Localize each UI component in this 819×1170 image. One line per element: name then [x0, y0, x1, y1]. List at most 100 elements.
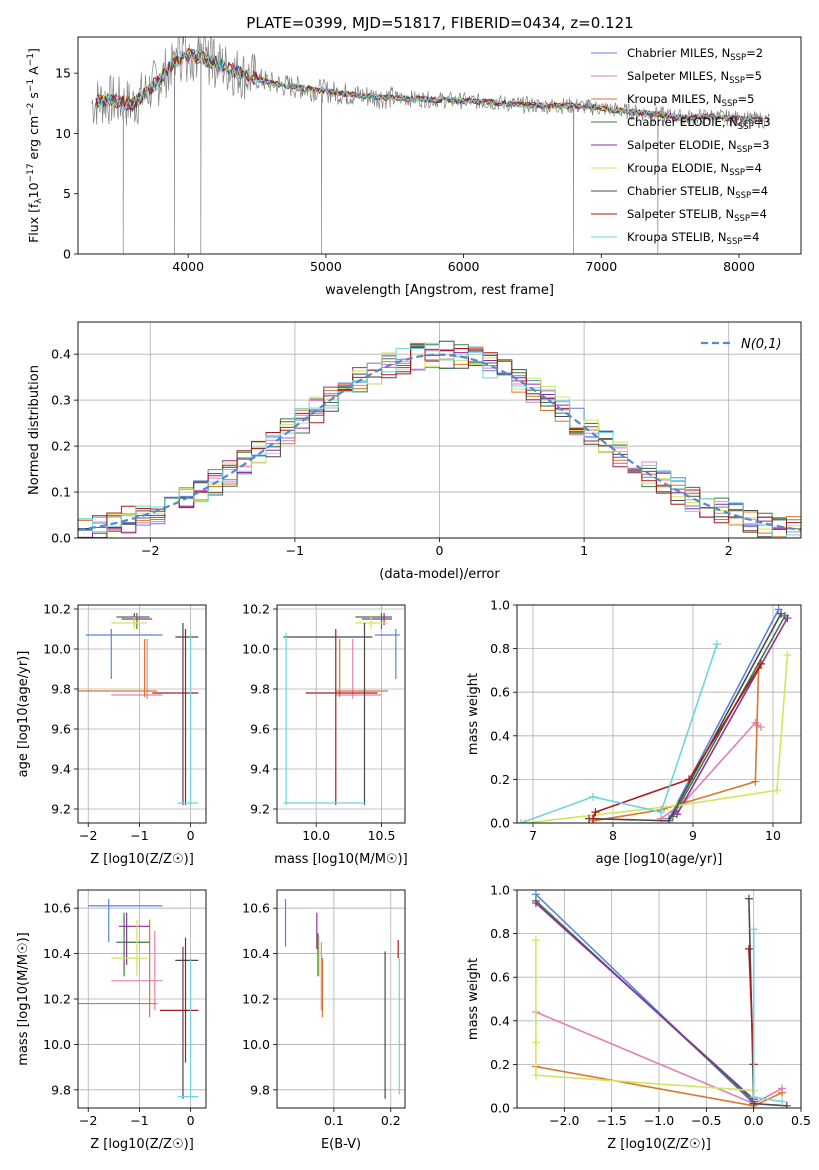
y-tick-label: 0: [63, 247, 71, 262]
mass-vs-ebv-panel: 0.1 0.2 9.8 10.0 10.2 10.4 10.6 E(B-V): [242, 889, 406, 1152]
y-tick-label: 5: [63, 186, 71, 201]
axes-frame: [77, 889, 207, 1109]
mass-vs-Z-panel: −2 −1 0 9.8 10.0 10.2 10.4 10.6 Z [log10(Z/Z☉)] m…: [16, 889, 207, 1152]
normal-curve: [78, 353, 801, 531]
x-tick-label: 0: [436, 543, 444, 558]
axes-frame: [77, 604, 207, 824]
legend-entry: Salpeter STELIB, NSSP=4: [627, 207, 767, 224]
y-tick-label: 10.4: [43, 946, 71, 961]
weight-series-line: [520, 643, 718, 823]
y-tick-label: 0.4: [490, 1013, 510, 1028]
y-tick-label: 10.4: [242, 946, 270, 961]
weight-point-marker: [782, 1101, 791, 1108]
weight-point-marker: [778, 1088, 787, 1097]
weight-point-marker: [783, 614, 792, 623]
observed-spectrum-line: [91, 37, 770, 254]
y-tick-label: 10.2: [43, 992, 71, 1007]
x-axis-label: wavelength [Angstrom, rest frame]: [325, 283, 554, 298]
y-tick-label: 9.8: [51, 682, 71, 697]
x-tick-label: −1.5: [596, 1113, 626, 1128]
weight-point-marker: [531, 1038, 540, 1047]
y-tick-label: 1.0: [490, 598, 510, 613]
y-tick-label: 15: [55, 66, 71, 81]
weight-series-line: [524, 655, 789, 823]
weight-point-marker: [531, 936, 540, 945]
x-tick-label: −2.0: [549, 1113, 579, 1128]
weight-point-marker: [774, 605, 783, 614]
weight-point-marker: [783, 651, 792, 660]
y-tick-label: 10.0: [242, 1037, 270, 1052]
x-axis-label: (data-model)/error: [379, 567, 500, 582]
x-tick-label: 2: [725, 543, 733, 558]
x-tick-label: −1.0: [644, 1113, 674, 1128]
weight-point-marker: [685, 775, 693, 784]
y-axis-label: mass weight: [466, 673, 481, 755]
y-axis-label: Flux [fλ10−17 erg cm−2 s−1 A−1]: [26, 48, 44, 243]
weight-point-marker: [521, 819, 529, 823]
y-tick-label: 0.0: [51, 531, 71, 546]
weight-point-marker: [744, 894, 753, 903]
x-tick-label: −0.5: [691, 1113, 721, 1128]
model-series-line: [95, 48, 764, 124]
weight-series-line: [668, 609, 780, 819]
x-tick-label: −1: [130, 1113, 148, 1128]
x-tick-label: 0.2: [381, 1113, 401, 1128]
y-tick-label: 0.6: [490, 970, 510, 985]
weight-point-marker: [749, 925, 758, 934]
weight-point-marker: [665, 816, 673, 823]
weight-point-marker: [673, 810, 681, 819]
weight-point-marker: [751, 777, 760, 786]
y-axis-label: mass [log10(M/M☉)]: [16, 932, 31, 1065]
weight-point-marker: [757, 659, 765, 668]
weight-point-marker: [589, 814, 597, 823]
weight-point-marker: [517, 819, 525, 823]
x-axis-label: mass [log10(M/M☉)]: [274, 852, 407, 867]
y-tick-label: 0.8: [490, 641, 510, 656]
y-tick-label: 0.6: [490, 685, 510, 700]
axes-frame: [516, 889, 802, 1109]
weight-series-line: [676, 617, 789, 815]
legend-entry: Salpeter ELODIE, NSSP=3: [627, 138, 770, 155]
x-tick-label: 8000: [723, 259, 755, 274]
y-tick-label: 0.1: [51, 485, 71, 500]
y-axis-label: Normed distribution: [27, 365, 42, 495]
y-tick-label: 1.0: [490, 883, 510, 898]
y-tick-label: 0.3: [51, 393, 71, 408]
axes-frame: [516, 604, 802, 824]
y-tick-label: 0.2: [51, 439, 71, 454]
x-tick-label: 7000: [585, 259, 617, 274]
model-series-line: [95, 49, 764, 124]
x-tick-label: 10: [765, 828, 781, 843]
age-vs-mass-panel: 10.0 10.5 9.2 9.4 9.6 9.8 10.0 10.2 mass [log10(…: [242, 602, 408, 868]
x-axis-label: E(B-V): [321, 1137, 361, 1152]
x-tick-label: −1: [286, 543, 304, 558]
y-tick-label: 0.0: [490, 816, 510, 831]
weight-series-line: [535, 902, 755, 1100]
x-axis-label: Z [log10(Z/Z☉)]: [90, 852, 194, 867]
weight-series-line: [592, 663, 762, 819]
x-tick-label: 0.1: [324, 1113, 344, 1128]
legend-entry: Chabrier ELODIE, NSSP=3: [627, 115, 771, 132]
y-tick-label: 10.2: [242, 602, 270, 617]
weight-point-marker: [757, 723, 765, 732]
weight-point-marker: [591, 808, 600, 817]
legend-entry: Kroupa ELODIE, NSSP=4: [627, 161, 762, 178]
weight-point-marker: [531, 1071, 540, 1080]
y-tick-label: 9.8: [250, 682, 270, 697]
y-tick-label: 0.4: [490, 728, 510, 743]
x-tick-label: −2: [79, 1113, 97, 1128]
y-tick-label: 9.6: [250, 722, 270, 737]
y-tick-label: 9.4: [51, 762, 71, 777]
axes-frame: [77, 321, 802, 539]
y-tick-label: 9.8: [51, 1082, 71, 1097]
x-tick-label: −2: [79, 828, 97, 843]
x-tick-label: 9: [689, 828, 697, 843]
x-tick-label: 7: [529, 828, 537, 843]
model-series-line: [95, 49, 764, 123]
y-tick-label: 9.2: [250, 802, 270, 817]
x-tick-label: 4000: [172, 259, 204, 274]
weight-point-marker: [657, 808, 665, 817]
weight-point-marker: [777, 609, 785, 618]
y-tick-label: 10: [55, 126, 71, 141]
